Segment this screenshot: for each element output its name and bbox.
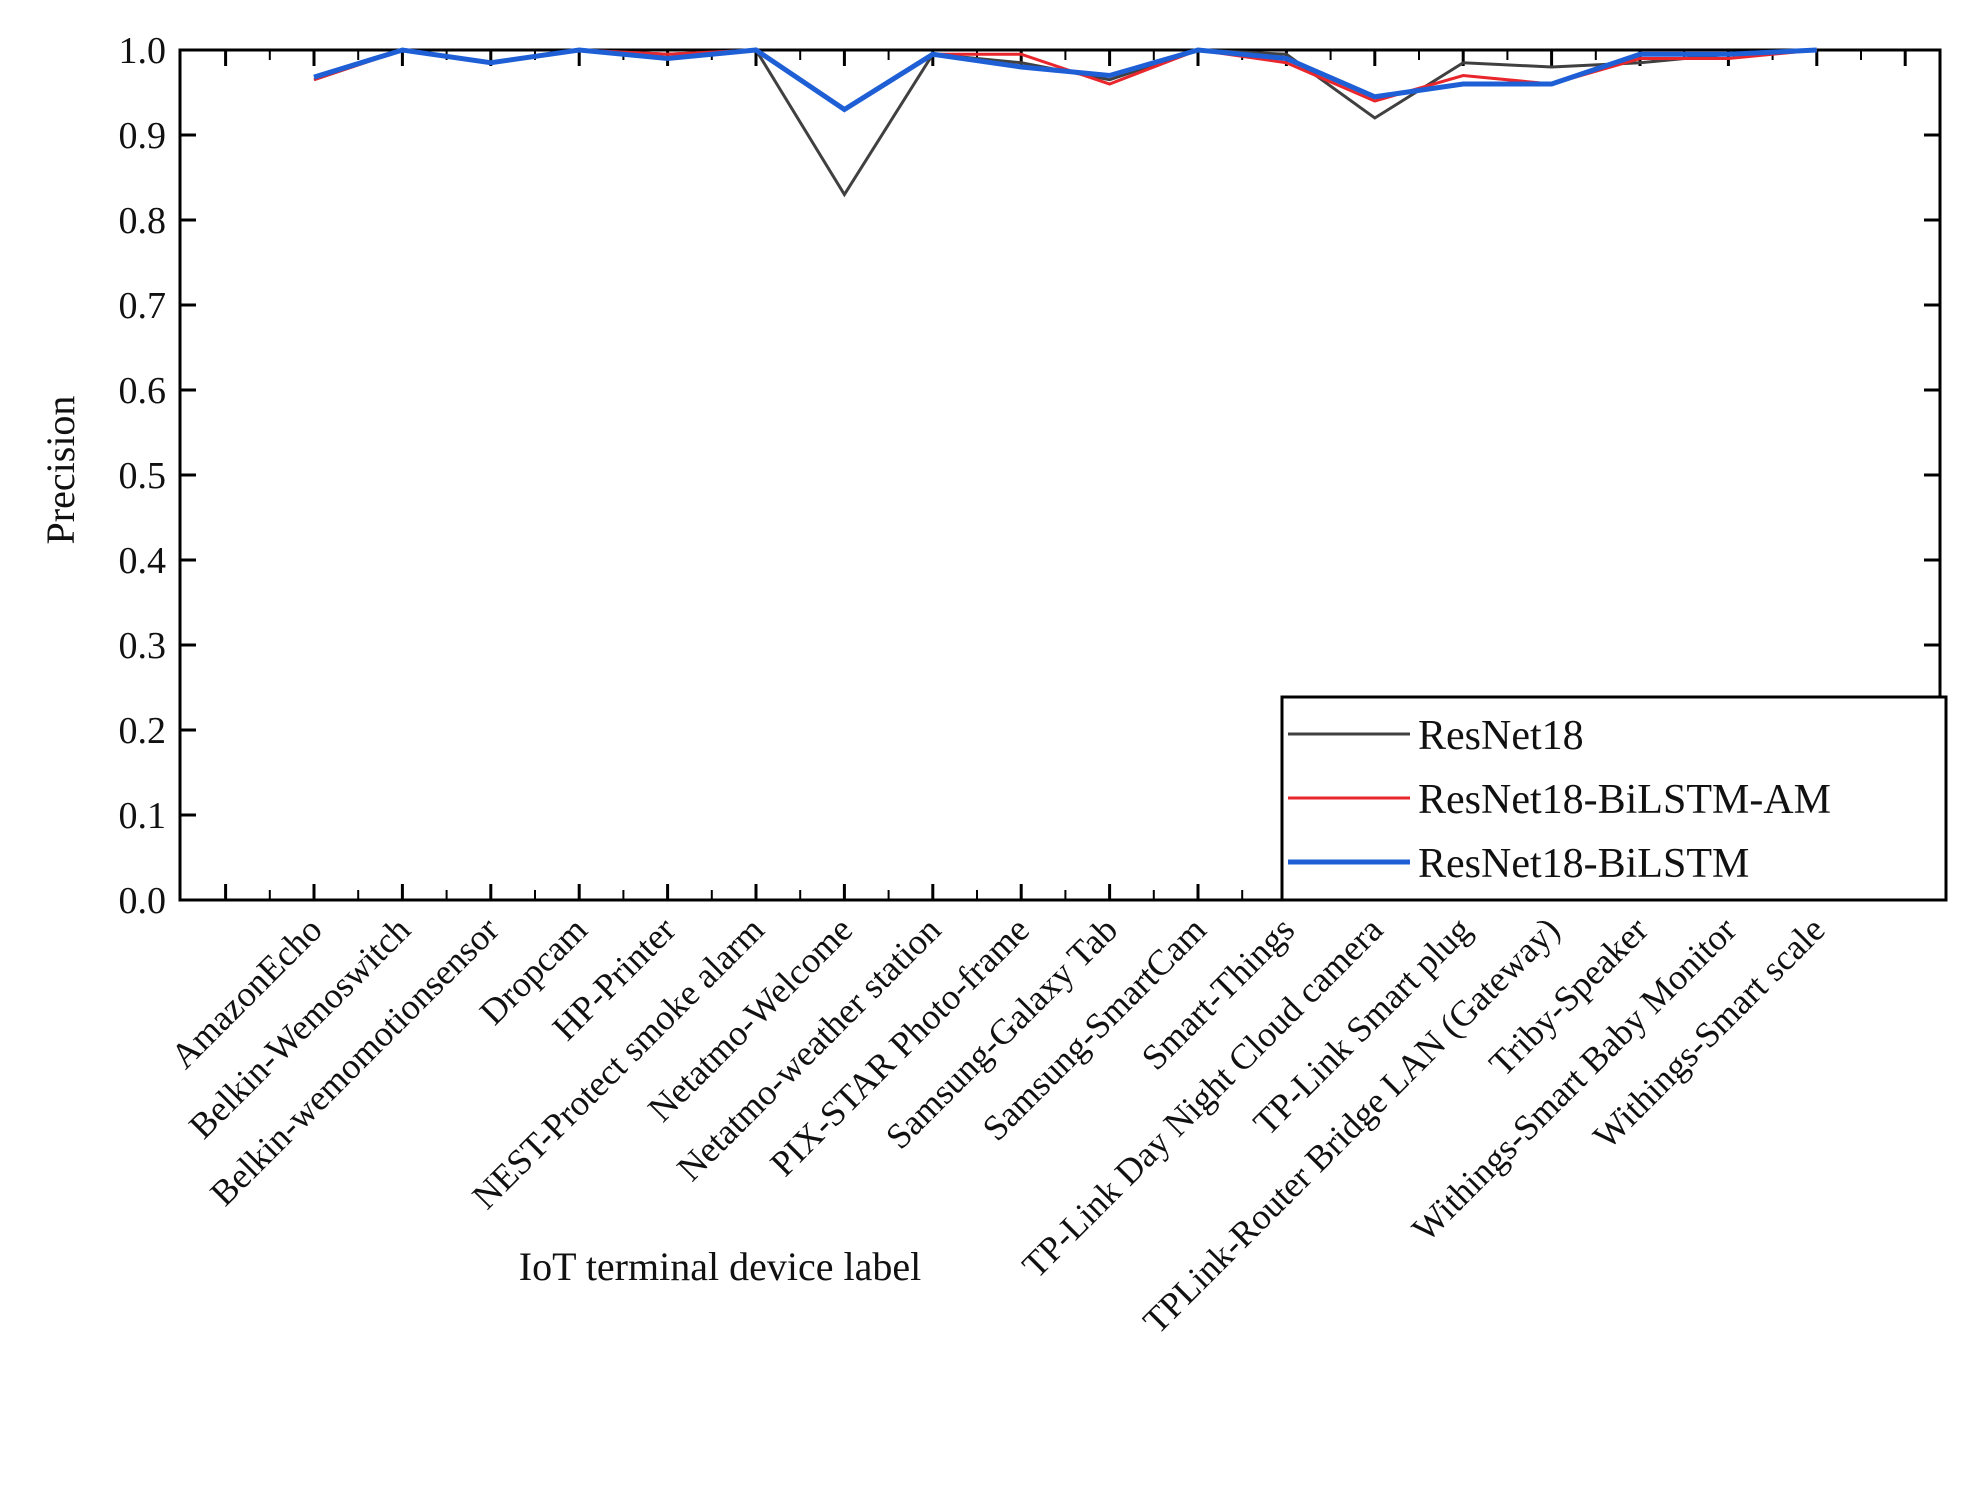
- y-tick-label: 0.1: [119, 795, 167, 837]
- legend-label: ResNet18: [1418, 713, 1584, 759]
- legend-label: ResNet18-BiLSTM: [1418, 841, 1749, 887]
- y-tick-label: 0.3: [119, 625, 167, 667]
- legend: ResNet18 ResNet18-BiLSTM-AM ResNet18-BiLST…: [1280, 695, 1948, 902]
- legend-label: ResNet18-BiLSTM-AM: [1418, 777, 1831, 823]
- y-tick-label: 0.8: [119, 200, 167, 242]
- y-tick-label: 0.0: [119, 880, 167, 922]
- x-category-label: AmazonEcho: [163, 909, 330, 1076]
- y-tick-label: 0.9: [119, 115, 167, 157]
- series-line: [313, 47, 1817, 113]
- y-tick-label: 1.0: [119, 30, 167, 72]
- y-axis-title: Precision: [38, 396, 83, 545]
- y-tick-label: 0.6: [119, 370, 167, 412]
- x-axis-title: IoT terminal device label: [519, 1244, 921, 1289]
- y-tick-label: 0.7: [119, 285, 167, 327]
- y-tick-label: 0.2: [119, 710, 167, 752]
- y-tick-label: 0.4: [119, 540, 167, 582]
- y-tick-label: 0.5: [119, 455, 167, 497]
